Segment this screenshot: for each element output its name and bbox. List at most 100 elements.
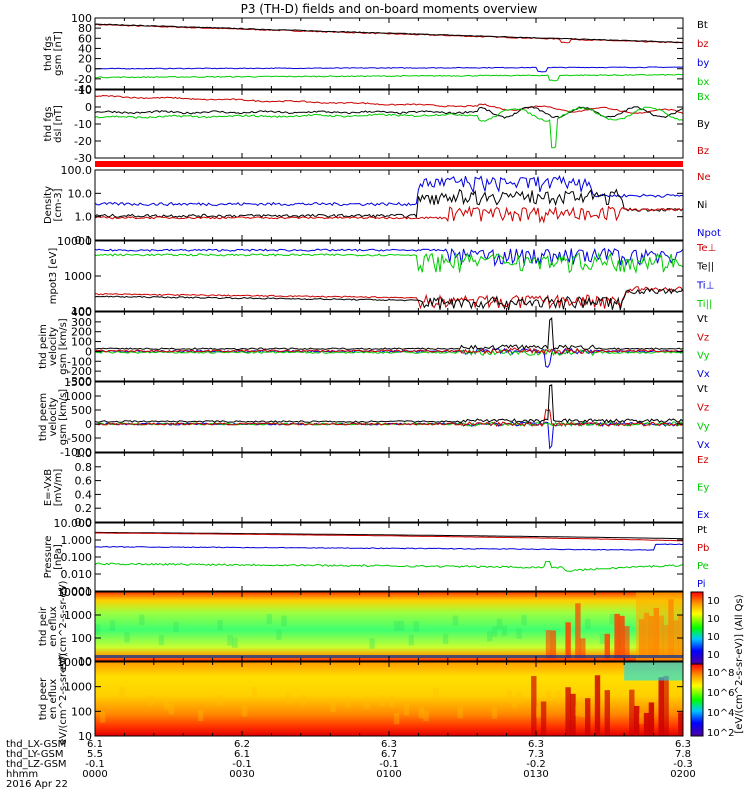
spectrogram-column — [638, 712, 645, 724]
y-tick-label: -1000 — [60, 446, 92, 459]
spectrogram-column — [232, 637, 238, 648]
trace-Tiperp — [94, 247, 684, 268]
trace-bz — [94, 23, 684, 44]
trace-Vy — [94, 421, 684, 427]
spectrogram-column — [491, 707, 498, 719]
spectrogram-column — [643, 712, 650, 736]
axis-row-value: 5.5 — [87, 749, 103, 760]
axis-row-value: 6.3 — [528, 739, 544, 750]
y-tick-label: 1.0 — [75, 211, 93, 224]
legend-Vt: Vt — [697, 384, 708, 395]
spectrogram-column — [516, 691, 522, 703]
spectrogram-column — [227, 635, 233, 646]
colorbar-upper — [690, 591, 704, 665]
y-tick-label: 60 — [78, 32, 92, 45]
legend-Bt: Bt — [697, 20, 708, 31]
y-tick-label: 1000 — [64, 609, 92, 622]
y-tick-label: -20 — [74, 135, 92, 148]
y-tick-label: 10000 — [57, 656, 92, 669]
spectrogram-column — [119, 686, 125, 698]
y-tick-label: 0.2 — [75, 502, 93, 515]
spectrogram-column — [197, 709, 204, 722]
spectrogram-column — [300, 694, 307, 706]
legend-Ni: Ni — [697, 200, 707, 211]
spectrogram-column — [163, 698, 169, 710]
trace-By — [94, 106, 684, 119]
spectrogram-column — [545, 690, 552, 702]
y-axis-label-line: en eflux — [48, 606, 59, 646]
spectrogram-column — [452, 615, 459, 626]
spectrogram-column — [393, 620, 400, 632]
spectrogram-column — [545, 630, 552, 661]
y-axis-label-line: en eflux — [48, 679, 59, 719]
colorbar-label: [eV/(cm^2-s-sr-eV)] (All Qs) — [734, 594, 745, 733]
trace-Pb — [94, 532, 684, 542]
legend-By: By — [697, 119, 710, 130]
y-axis-label-line: thd peir — [38, 606, 49, 646]
y-axis-label-line: [nPa] — [53, 544, 64, 570]
spectrogram-column — [124, 632, 130, 643]
y-tick-label: 300 — [71, 316, 92, 329]
y-tick-label: 400 — [71, 306, 92, 319]
y-tick-label: 1.000 — [61, 534, 93, 547]
y-tick-label: 10.0 — [68, 187, 93, 200]
axis-row-value: 0130 — [523, 769, 548, 780]
trace-Pi — [95, 543, 684, 551]
y-tick-label: 20 — [78, 53, 92, 66]
spectrogram-column — [609, 614, 615, 625]
y-tick-label: 100 — [71, 705, 92, 718]
y-axis-label: mpot3 [eV] — [48, 248, 59, 305]
legend-Vx: Vx — [697, 369, 710, 380]
y-axis-label-line: Density — [43, 186, 54, 224]
spectrogram-column — [433, 688, 439, 700]
panel-frame-5 — [94, 311, 684, 382]
spectrogram-9 — [95, 592, 683, 661]
y-tick-label: 10 — [78, 655, 92, 668]
spectrogram-column — [604, 690, 610, 736]
trace-Tipar — [94, 251, 684, 274]
axis-row-value: -0.1 — [379, 759, 399, 770]
legend-Ti⊥: Ti⊥ — [696, 280, 714, 291]
spectrogram-column — [540, 701, 547, 736]
spectrogram-column — [658, 677, 664, 736]
legend-Vx: Vx — [697, 440, 710, 451]
spectrogram-column — [487, 631, 493, 642]
panel-frame-6 — [94, 381, 684, 453]
legend-Te||: Te|| — [696, 262, 714, 273]
legend-Ey: Ey — [697, 483, 709, 494]
spectrogram-column — [550, 630, 557, 661]
y-axis-label-line: E=-VxB — [43, 469, 54, 506]
trace-Bt — [94, 23, 684, 43]
y-tick-label: 100 — [71, 12, 92, 25]
spectrogram-column — [242, 705, 248, 717]
axis-row-value: 7.8 — [675, 749, 691, 760]
axis-row-value: 6.3 — [675, 739, 691, 750]
y-axis-label-line: gsm [nT] — [53, 31, 64, 76]
axis-row-value: 0000 — [82, 769, 107, 780]
y-tick-label: 0.001 — [61, 585, 93, 598]
colorbar-tick: 10 — [707, 650, 720, 661]
axis-row-label: thd_LZ-GSM — [6, 759, 67, 770]
spectrogram-column — [393, 713, 400, 725]
y-tick-label: 1500 — [64, 376, 92, 389]
spectrogram-column — [423, 710, 429, 722]
y-axis-label: thd peem velocity gsm [km/s] — [38, 389, 69, 445]
spectrogram-column — [442, 633, 449, 645]
spectrogram-column — [217, 694, 223, 706]
axis-row-value: -0.1 — [232, 759, 252, 770]
y-tick-label: 80 — [78, 22, 92, 35]
spectrogram-column — [634, 705, 640, 736]
panel-frame-4 — [94, 240, 684, 312]
y-axis-label-line: gsm [km/s] — [58, 389, 69, 445]
panel-frame-1 — [94, 89, 684, 159]
y-tick-label: -100 — [67, 355, 92, 368]
spectrogram-column — [173, 621, 179, 632]
legend-Vy: Vy — [697, 351, 710, 362]
colorbar-tick: 10^8 — [707, 668, 734, 679]
y-axis-label-line: [mV/m] — [53, 469, 64, 507]
y-tick-label: 10000 — [57, 235, 92, 248]
y-axis-label: thd peir en eflux eV/(cm^2-s-sr-eV) — [38, 580, 69, 672]
legend-Ne: Ne — [697, 172, 711, 183]
spectrogram-column — [678, 712, 684, 736]
